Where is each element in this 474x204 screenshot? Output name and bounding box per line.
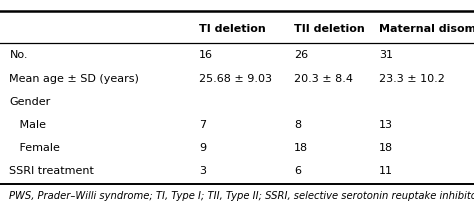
Text: 11: 11 bbox=[379, 166, 393, 176]
Text: 7: 7 bbox=[199, 120, 206, 130]
Text: SSRI treatment: SSRI treatment bbox=[9, 166, 94, 176]
Text: 13: 13 bbox=[379, 120, 393, 130]
Text: 9: 9 bbox=[199, 143, 206, 153]
Text: Gender: Gender bbox=[9, 97, 51, 107]
Text: 16: 16 bbox=[199, 50, 213, 60]
Text: 18: 18 bbox=[379, 143, 393, 153]
Text: 6: 6 bbox=[294, 166, 301, 176]
Text: 31: 31 bbox=[379, 50, 393, 60]
Text: Mean age ± SD (years): Mean age ± SD (years) bbox=[9, 73, 139, 84]
Text: 18: 18 bbox=[294, 143, 308, 153]
Text: Female: Female bbox=[9, 143, 60, 153]
Text: PWS, Prader–Willi syndrome; TI, Type I; TII, Type II; SSRI, selective serotonin : PWS, Prader–Willi syndrome; TI, Type I; … bbox=[9, 191, 474, 201]
Text: No.: No. bbox=[9, 50, 28, 60]
Text: 8: 8 bbox=[294, 120, 301, 130]
Text: TI deletion: TI deletion bbox=[199, 23, 266, 34]
Text: 25.68 ± 9.03: 25.68 ± 9.03 bbox=[199, 73, 272, 84]
Text: 23.3 ± 10.2: 23.3 ± 10.2 bbox=[379, 73, 445, 84]
Text: TII deletion: TII deletion bbox=[294, 23, 365, 34]
Text: 3: 3 bbox=[199, 166, 206, 176]
Text: Male: Male bbox=[9, 120, 46, 130]
Text: 26: 26 bbox=[294, 50, 308, 60]
Text: Maternal disomy: Maternal disomy bbox=[379, 23, 474, 34]
Text: 20.3 ± 8.4: 20.3 ± 8.4 bbox=[294, 73, 353, 84]
